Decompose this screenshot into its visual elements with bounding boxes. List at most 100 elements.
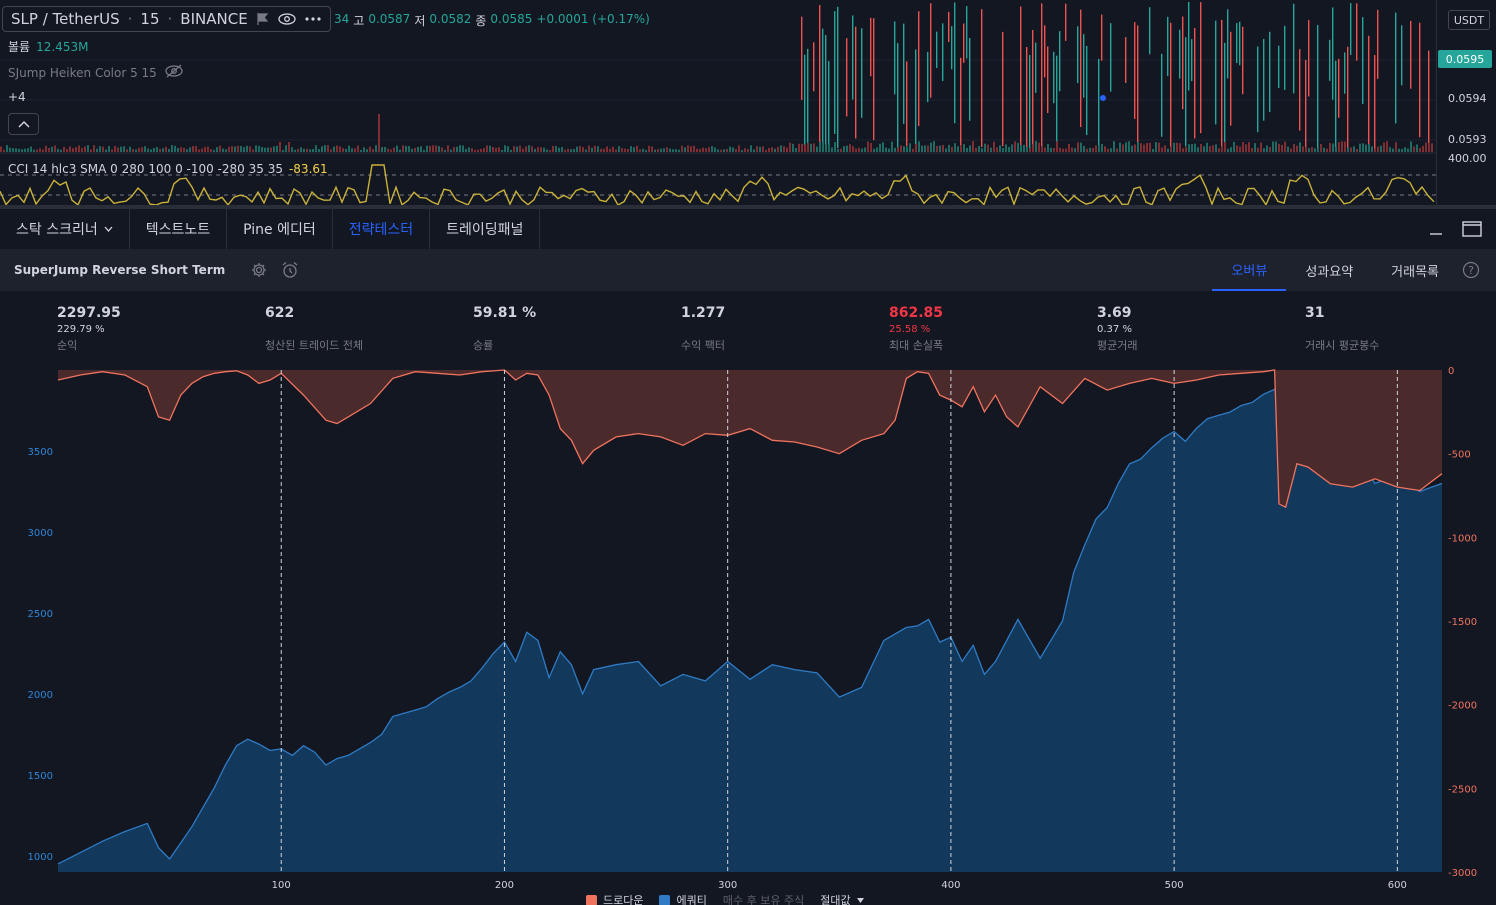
- volume-bar: [570, 149, 572, 152]
- volume-bar: [90, 149, 92, 152]
- volume-bar: [1260, 142, 1262, 152]
- equity-chart-canvas[interactable]: 100 200 300 400 500 600 1000 1500 2000 2500 3000 35…: [0, 361, 1496, 905]
- tab-strategy-tester[interactable]: 전략테스터: [333, 209, 431, 249]
- price-chart-canvas[interactable]: [0, 0, 1436, 205]
- volume-bar: [489, 145, 491, 152]
- volume-bar: [24, 148, 26, 152]
- maximize-icon[interactable]: [1462, 221, 1482, 237]
- volume-bar: [216, 147, 218, 152]
- indicator-legend[interactable]: SJump Heiken Color 5 15: [8, 64, 183, 81]
- volume-bar: [102, 146, 104, 152]
- volume-bar: [714, 147, 716, 152]
- volume-legend[interactable]: 볼륨 12.453M: [8, 38, 88, 55]
- volume-bar: [612, 146, 614, 152]
- candle: [1026, 47, 1028, 150]
- volume-bar: [1266, 145, 1268, 152]
- candle: [1002, 31, 1004, 147]
- volume-bar: [588, 145, 590, 152]
- volume-bar: [402, 145, 404, 152]
- volume-bar: [69, 146, 71, 152]
- volume-bar: [1209, 146, 1211, 152]
- currency-button[interactable]: USDT: [1448, 10, 1490, 30]
- volume-bar: [303, 148, 305, 152]
- tab-performance-summary[interactable]: 성과요약: [1305, 264, 1354, 280]
- volume-bar: [747, 149, 749, 152]
- candle: [1224, 42, 1226, 150]
- volume-bar: [786, 147, 788, 152]
- volume-bar: [1104, 146, 1106, 152]
- tab-trading-panel[interactable]: 트레이딩패널: [430, 209, 541, 249]
- alarm-clock-icon[interactable]: [281, 261, 299, 279]
- candle: [1083, 34, 1085, 98]
- volume-bar: [477, 149, 479, 152]
- price-chart[interactable]: SLP / TetherUS · 15 · BINANCE 34 고 0.0587…: [0, 0, 1496, 205]
- x-tick-label: 600: [1388, 880, 1407, 891]
- help-icon[interactable]: ?: [1462, 249, 1480, 291]
- price-level-1: 0.0594: [1448, 92, 1487, 105]
- volume-bar: [1305, 146, 1307, 152]
- volume-bar: [642, 148, 644, 152]
- tab-overview[interactable]: 오버뷰: [1212, 249, 1287, 291]
- volume-bar: [432, 145, 434, 152]
- legend-buy-hold[interactable]: 매수 후 보유 주식: [723, 892, 804, 905]
- candle: [1344, 52, 1346, 94]
- volume-bar: [615, 149, 617, 152]
- more-indicators[interactable]: +4: [8, 90, 26, 104]
- candle: [894, 21, 896, 95]
- volume-bar: [831, 147, 833, 152]
- volume-bar: [882, 142, 884, 152]
- volume-bar: [693, 145, 695, 152]
- flag-icon[interactable]: [256, 12, 270, 26]
- more-icon[interactable]: [304, 16, 322, 22]
- eye-hidden-icon[interactable]: [165, 64, 183, 81]
- tab-text-notes[interactable]: 텍스트노트: [130, 209, 228, 249]
- volume-bar: [1092, 147, 1094, 152]
- cci-axis-level: 400.00: [1448, 152, 1487, 165]
- tab-stock-screener[interactable]: 스탁 스크리너: [0, 209, 130, 249]
- price-axis[interactable]: [1436, 0, 1496, 205]
- volume-bar: [1167, 148, 1169, 152]
- volume-bar: [1089, 147, 1091, 152]
- volume-bar: [57, 148, 59, 152]
- cci-legend[interactable]: CCI 14 hlc3 SMA 0 280 100 0 -100 -280 35…: [8, 162, 328, 176]
- volume-bar: [480, 148, 482, 152]
- volume-bar: [135, 149, 137, 152]
- metric-label: 청산된 트레이드 전체: [265, 339, 364, 352]
- volume-bar: [450, 149, 452, 152]
- collapse-legend-button[interactable]: [8, 113, 39, 135]
- volume-bar: [1029, 147, 1031, 152]
- eye-icon[interactable]: [278, 12, 296, 26]
- candle: [1191, 39, 1193, 82]
- signal-marker: [1100, 95, 1106, 101]
- volume-bar: [684, 147, 686, 152]
- interval[interactable]: 15: [140, 10, 160, 28]
- settings-gear-icon[interactable]: [251, 262, 267, 278]
- tab-pine-editor[interactable]: Pine 에디터: [227, 209, 333, 249]
- volume-bar: [1296, 145, 1298, 152]
- strategy-title[interactable]: SuperJump Reverse Short Term: [14, 263, 226, 277]
- chevron-up-icon: [17, 120, 30, 128]
- volume-bar: [429, 145, 431, 152]
- candle: [1269, 31, 1271, 113]
- equity-chart[interactable]: 100 200 300 400 500 600 1000 1500 2000 2500 3000 35…: [0, 361, 1496, 905]
- volume-bar: [345, 148, 347, 152]
- volume-bar: [660, 148, 662, 152]
- volume-bar: [273, 146, 275, 152]
- symbol-name[interactable]: SLP / TetherUS: [11, 10, 120, 28]
- volume-bar: [1203, 146, 1205, 152]
- tab-trade-list[interactable]: 거래목록: [1391, 264, 1439, 280]
- volume-bar: [384, 146, 386, 152]
- volume-bar: [435, 145, 437, 152]
- minimize-icon[interactable]: [1428, 221, 1444, 237]
- legend-drawdown[interactable]: 드로다운: [586, 892, 643, 905]
- volume-bar: [1020, 145, 1022, 152]
- candle: [903, 23, 905, 124]
- volume-bar: [873, 148, 875, 152]
- volume-bar: [825, 144, 827, 152]
- volume-bar: [1335, 147, 1337, 152]
- symbol-bar[interactable]: SLP / TetherUS · 15 · BINANCE: [2, 6, 331, 32]
- panel-controls: [1428, 209, 1496, 249]
- mode-dropdown[interactable]: 절대값: [820, 892, 864, 905]
- volume-bar: [60, 149, 62, 152]
- legend-equity[interactable]: 에쿼티: [659, 892, 707, 905]
